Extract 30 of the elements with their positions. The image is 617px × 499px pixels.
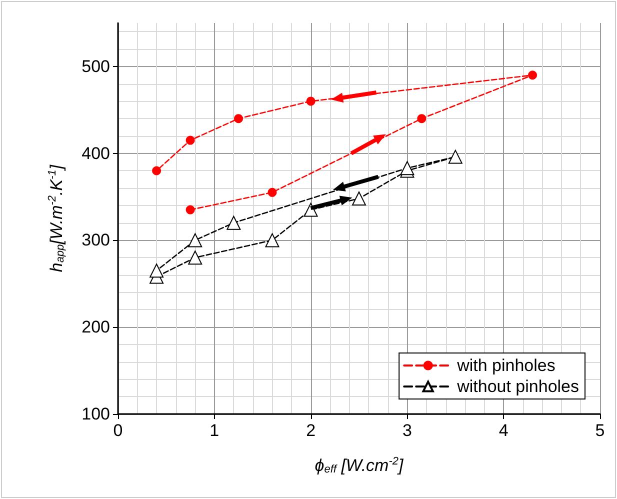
point [306,96,316,106]
point [528,70,538,80]
point [352,192,366,206]
x-tick-label: 3 [402,421,412,440]
x-tick-label: 1 [210,421,220,440]
point [265,233,280,248]
point [400,161,414,176]
y-tick-label: 400 [82,144,110,163]
legend-label: with pinholes [456,356,556,375]
point [188,233,202,248]
point [186,136,195,145]
point [150,264,164,278]
x-tick-label: 4 [498,421,508,440]
x-tick-label: 0 [113,421,123,440]
point [448,150,462,164]
point [234,114,243,124]
x-tick-label: 2 [306,421,316,440]
point [268,188,277,197]
x-tick-label: 5 [595,421,605,440]
y-tick-label: 100 [82,404,110,424]
y-tick-label: 200 [82,318,110,337]
point [186,205,195,214]
legend-label: without pinholes [456,377,580,396]
point [152,166,162,176]
point [188,250,202,265]
point [417,114,426,124]
y-axis-title: happ[W.m-2.K-1] [46,164,66,272]
y-tick-label: 500 [82,56,110,76]
y-tick-label: 300 [82,230,110,250]
point [226,216,241,230]
